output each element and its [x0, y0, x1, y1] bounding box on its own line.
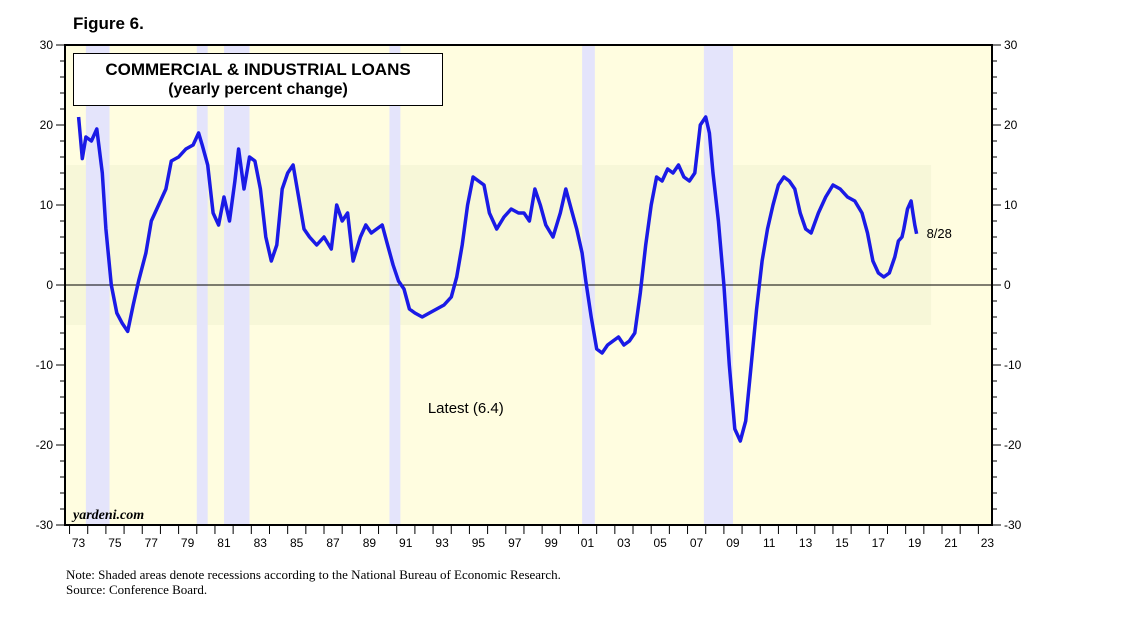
y-tick-label-left: -10: [36, 358, 54, 372]
x-tick-label: 01: [581, 536, 595, 550]
x-tick-label: 85: [290, 536, 304, 550]
x-tick-label: 77: [145, 536, 159, 550]
x-tick-label: 79: [181, 536, 195, 550]
x-tick-label: 15: [835, 536, 849, 550]
y-tick-label-right: -10: [1004, 358, 1022, 372]
series-line: [76, 115, 919, 443]
axes: 30 30 20 20 10 10 0 0 -10 -10 -20 -20 -30 -30 73 75 77 79…: [36, 38, 1022, 550]
x-tick-label: 05: [654, 536, 668, 550]
x-tick-label: 17: [872, 536, 886, 550]
y-tick-label-left: 20: [40, 118, 54, 132]
plot-frame: [64, 44, 993, 526]
x-tick-label: 21: [944, 536, 958, 550]
chart-title-box: COMMERCIAL & INDUSTRIAL LOANS (yearly pe…: [73, 53, 443, 106]
y-tick-label-left: -30: [36, 518, 54, 532]
x-tick-label: 73: [72, 536, 86, 550]
x-tick-label: 13: [799, 536, 813, 550]
footnote: Note: Shaded areas denote recessions acc…: [66, 567, 561, 597]
chart-title: COMMERCIAL & INDUSTRIAL LOANS: [105, 60, 411, 79]
x-tick-label: 87: [326, 536, 340, 550]
latest-annotation: Latest (6.4): [428, 400, 504, 417]
x-tick-label: 03: [617, 536, 631, 550]
watermark: yardeni.com: [71, 508, 144, 523]
x-tick-label: 23: [981, 536, 995, 550]
x-tick-label: 91: [399, 536, 413, 550]
end-date-label: 8/28: [927, 226, 952, 241]
x-tick-label: 81: [217, 536, 231, 550]
y-tick-label-right: 10: [1004, 198, 1018, 212]
y-tick-label-right: 20: [1004, 118, 1018, 132]
x-tick-label: 95: [472, 536, 486, 550]
x-tick-label: 07: [690, 536, 704, 550]
y-tick-label-left: 10: [40, 198, 54, 212]
x-tick-label: 89: [363, 536, 377, 550]
chart-subtitle: (yearly percent change): [168, 81, 348, 98]
range-band: [65, 165, 932, 325]
note-line: Note: Shaded areas denote recessions acc…: [66, 567, 561, 582]
x-tick-label: 93: [435, 536, 449, 550]
y-tick-label-right: -30: [1004, 518, 1022, 532]
figure-label: Figure 6.: [73, 14, 144, 33]
x-tick-label: 83: [254, 536, 268, 550]
y-tick-label-right: 30: [1004, 38, 1018, 52]
y-tick-label-left: 0: [46, 278, 53, 292]
source-line: Source: Conference Board.: [66, 582, 208, 597]
x-tick-label: 09: [726, 536, 740, 550]
x-tick-label: 99: [544, 536, 558, 550]
x-tick-label: 75: [108, 536, 122, 550]
x-tick-label: 11: [763, 536, 776, 550]
x-tick-label: 97: [508, 536, 522, 550]
x-tick-label: 19: [908, 536, 922, 550]
y-tick-label-right: 0: [1004, 278, 1011, 292]
y-tick-label-left: -20: [36, 438, 54, 452]
y-tick-label-left: 30: [40, 38, 54, 52]
y-tick-label-right: -20: [1004, 438, 1022, 452]
line-chart: 30 30 20 20 10 10 0 0 -10 -10 -20 -20 -30 -30 73 75 77 79…: [36, 38, 1022, 550]
